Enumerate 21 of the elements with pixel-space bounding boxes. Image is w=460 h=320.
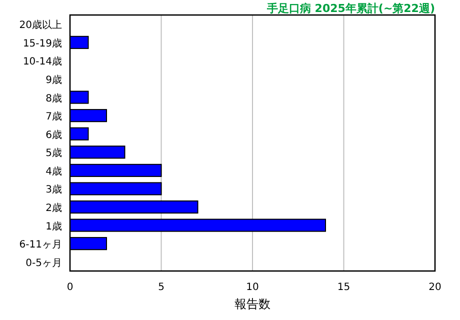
x-tick-label: 10	[246, 282, 259, 293]
y-tick-label: 10-14歳	[22, 56, 62, 68]
y-tick-label: 8歳	[46, 92, 62, 104]
y-tick-label: 6歳	[46, 128, 62, 141]
x-tick-label: 5	[158, 282, 164, 293]
chart-title: 手足口病 2025年累計(~第22週)	[266, 2, 435, 15]
y-tick-label: 7歳	[46, 110, 62, 123]
x-tick-label: 20	[428, 282, 442, 293]
y-tick-label: 4歳	[46, 165, 62, 178]
y-tick-label: 15-19歳	[22, 37, 62, 50]
y-tick-label: 3歳	[46, 184, 62, 196]
y-tick-label: 5歳	[46, 147, 62, 160]
x-axis-title: 報告数	[234, 297, 270, 311]
y-tick-label: 1歳	[46, 220, 62, 232]
y-tick-label: 9歳	[46, 74, 62, 86]
x-tick-label: 15	[337, 282, 350, 293]
x-tick-label: 0	[66, 282, 74, 293]
y-tick-label: 2歳	[46, 202, 62, 214]
y-tick-label: 6-11ヶ月	[19, 240, 62, 251]
y-tick-label: 20歳以上	[19, 19, 62, 32]
y-tick-label: 0-5ヶ月	[26, 258, 62, 269]
